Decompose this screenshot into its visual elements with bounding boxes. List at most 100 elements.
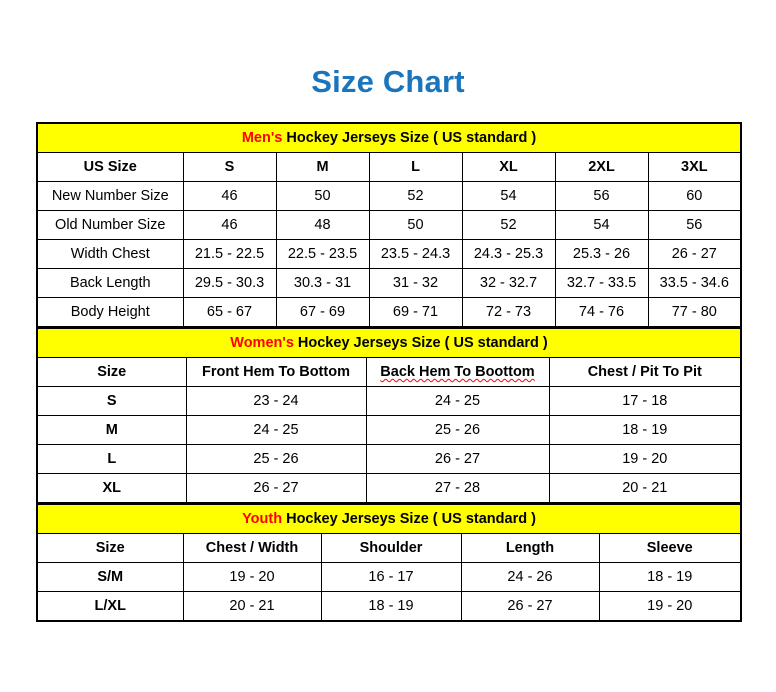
mens-row-label-back-length: Back Length — [36, 268, 184, 298]
mens-cell-body-height-m: 67 - 69 — [275, 297, 370, 327]
table-row: Body Height 65 - 67 67 - 69 69 - 71 72 -… — [36, 297, 742, 327]
mens-cell-width-chest-2xl: 25.3 - 26 — [554, 239, 649, 269]
youth-size-table: Youth Hockey Jerseys Size ( US standard … — [36, 503, 743, 622]
mens-cell-width-chest-3xl: 26 - 27 — [647, 239, 742, 269]
mens-cell-body-height-2xl: 74 - 76 — [554, 297, 649, 327]
womens-cell-xl-chest: 20 - 21 — [548, 473, 742, 503]
youth-cell-lxl-length: 26 - 27 — [460, 591, 600, 622]
womens-row-label-l: L — [36, 444, 187, 474]
womens-row-label-xl: XL — [36, 473, 187, 503]
womens-size-table: Women's Hockey Jerseys Size ( US standar… — [36, 327, 743, 503]
table-row: Width Chest 21.5 - 22.5 22.5 - 23.5 23.5… — [36, 239, 742, 269]
mens-size-table: Men's Hockey Jerseys Size ( US standard … — [36, 122, 743, 327]
mens-col-header-us-size: US Size — [36, 152, 184, 182]
womens-cell-l-back-hem: 26 - 27 — [365, 444, 550, 474]
womens-header-row: Size Front Hem To Bottom Back Hem To Boo… — [36, 357, 742, 387]
table-row: M 24 - 25 25 - 26 18 - 19 — [36, 415, 742, 445]
womens-cell-s-back-hem: 24 - 25 — [365, 386, 550, 416]
mens-col-header-s: S — [182, 152, 277, 182]
womens-cell-m-chest: 18 - 19 — [548, 415, 742, 445]
womens-cell-s-front-hem: 23 - 24 — [185, 386, 367, 416]
mens-cell-width-chest-l: 23.5 - 24.3 — [368, 239, 463, 269]
mens-cell-old-number-size-3xl: 56 — [647, 210, 742, 240]
table-row: S/M 19 - 20 16 - 17 24 - 26 18 - 19 — [36, 562, 742, 592]
mens-col-header-2xl: 2XL — [554, 152, 649, 182]
mens-cell-old-number-size-xl: 52 — [461, 210, 556, 240]
mens-section-banner: Men's Hockey Jerseys Size ( US standard … — [36, 122, 742, 153]
mens-cell-body-height-l: 69 - 71 — [368, 297, 463, 327]
mens-cell-body-height-xl: 72 - 73 — [461, 297, 556, 327]
womens-row-label-m: M — [36, 415, 187, 445]
womens-col-header-back-hem-to-bottom: Back Hem To Boottom — [365, 357, 550, 387]
mens-cell-old-number-size-m: 48 — [275, 210, 370, 240]
mens-banner-rest: Hockey Jerseys Size ( US standard ) — [282, 130, 537, 146]
womens-section-banner-row: Women's Hockey Jerseys Size ( US standar… — [36, 327, 742, 358]
womens-cell-xl-back-hem: 27 - 28 — [365, 473, 550, 503]
youth-cell-sm-length: 24 - 26 — [460, 562, 600, 592]
mens-col-header-3xl: 3XL — [647, 152, 742, 182]
mens-section-banner-row: Men's Hockey Jerseys Size ( US standard … — [36, 122, 742, 153]
mens-cell-old-number-size-2xl: 54 — [554, 210, 649, 240]
youth-cell-lxl-chest-width: 20 - 21 — [182, 591, 322, 622]
womens-cell-xl-front-hem: 26 - 27 — [185, 473, 367, 503]
misspelled-text: Back Hem To Boottom — [380, 364, 535, 380]
mens-row-label-body-height: Body Height — [36, 297, 184, 327]
youth-cell-sm-chest-width: 19 - 20 — [182, 562, 322, 592]
table-row: XL 26 - 27 27 - 28 20 - 21 — [36, 473, 742, 503]
youth-row-label-sm: S/M — [36, 562, 184, 592]
mens-cell-width-chest-m: 22.5 - 23.5 — [275, 239, 370, 269]
youth-cell-sm-sleeve: 18 - 19 — [598, 562, 742, 592]
mens-col-header-xl: XL — [461, 152, 556, 182]
mens-cell-new-number-size-m: 50 — [275, 181, 370, 211]
youth-section-banner: Youth Hockey Jerseys Size ( US standard … — [36, 503, 742, 534]
mens-cell-back-length-m: 30.3 - 31 — [275, 268, 370, 298]
womens-cell-l-chest: 19 - 20 — [548, 444, 742, 474]
mens-cell-back-length-s: 29.5 - 30.3 — [182, 268, 277, 298]
mens-cell-new-number-size-3xl: 60 — [647, 181, 742, 211]
youth-banner-rest: Hockey Jerseys Size ( US standard ) — [282, 511, 536, 527]
mens-header-row: US Size S M L XL 2XL 3XL — [36, 152, 742, 182]
mens-cell-body-height-3xl: 77 - 80 — [647, 297, 742, 327]
womens-col-header-chest-pit-to-pit: Chest / Pit To Pit — [548, 357, 742, 387]
youth-banner-accent: Youth — [242, 511, 283, 527]
mens-row-label-new-number-size: New Number Size — [36, 181, 184, 211]
womens-banner-rest: Hockey Jerseys Size ( US standard ) — [293, 335, 548, 351]
mens-banner-accent: Men's — [241, 130, 283, 146]
womens-section-banner: Women's Hockey Jerseys Size ( US standar… — [36, 327, 742, 358]
table-row: New Number Size 46 50 52 54 56 60 — [36, 181, 742, 211]
page-title: Size Chart — [311, 64, 465, 99]
youth-col-header-length: Length — [460, 533, 600, 563]
mens-cell-back-length-2xl: 32.7 - 33.5 — [554, 268, 649, 298]
youth-col-header-shoulder: Shoulder — [320, 533, 462, 563]
mens-row-label-width-chest: Width Chest — [36, 239, 184, 269]
mens-cell-new-number-size-s: 46 — [182, 181, 277, 211]
mens-cell-back-length-l: 31 - 32 — [368, 268, 463, 298]
youth-col-header-size: Size — [36, 533, 184, 563]
youth-header-row: Size Chest / Width Shoulder Length Sleev… — [36, 533, 742, 563]
womens-col-header-front-hem-to-bottom: Front Hem To Bottom — [185, 357, 367, 387]
mens-cell-new-number-size-2xl: 56 — [554, 181, 649, 211]
table-row: S 23 - 24 24 - 25 17 - 18 — [36, 386, 742, 416]
mens-cell-old-number-size-l: 50 — [368, 210, 463, 240]
womens-banner-accent: Women's — [230, 335, 294, 351]
youth-cell-lxl-sleeve: 19 - 20 — [598, 591, 742, 622]
table-row: L/XL 20 - 21 18 - 19 26 - 27 19 - 20 — [36, 591, 742, 622]
table-row: Old Number Size 46 48 50 52 54 56 — [36, 210, 742, 240]
womens-cell-m-back-hem: 25 - 26 — [365, 415, 550, 445]
mens-cell-old-number-size-s: 46 — [182, 210, 277, 240]
youth-section-banner-row: Youth Hockey Jerseys Size ( US standard … — [36, 503, 742, 534]
youth-cell-sm-shoulder: 16 - 17 — [320, 562, 462, 592]
size-tables-container: Men's Hockey Jerseys Size ( US standard … — [36, 122, 743, 622]
table-row: L 25 - 26 26 - 27 19 - 20 — [36, 444, 742, 474]
womens-cell-s-chest: 17 - 18 — [548, 386, 742, 416]
youth-cell-lxl-shoulder: 18 - 19 — [320, 591, 462, 622]
womens-cell-l-front-hem: 25 - 26 — [185, 444, 367, 474]
womens-cell-m-front-hem: 24 - 25 — [185, 415, 367, 445]
mens-cell-back-length-xl: 32 - 32.7 — [461, 268, 556, 298]
table-row: Back Length 29.5 - 30.3 30.3 - 31 31 - 3… — [36, 268, 742, 298]
womens-row-label-s: S — [36, 386, 187, 416]
youth-row-label-lxl: L/XL — [36, 591, 184, 622]
mens-col-header-m: M — [275, 152, 370, 182]
mens-cell-body-height-s: 65 - 67 — [182, 297, 277, 327]
